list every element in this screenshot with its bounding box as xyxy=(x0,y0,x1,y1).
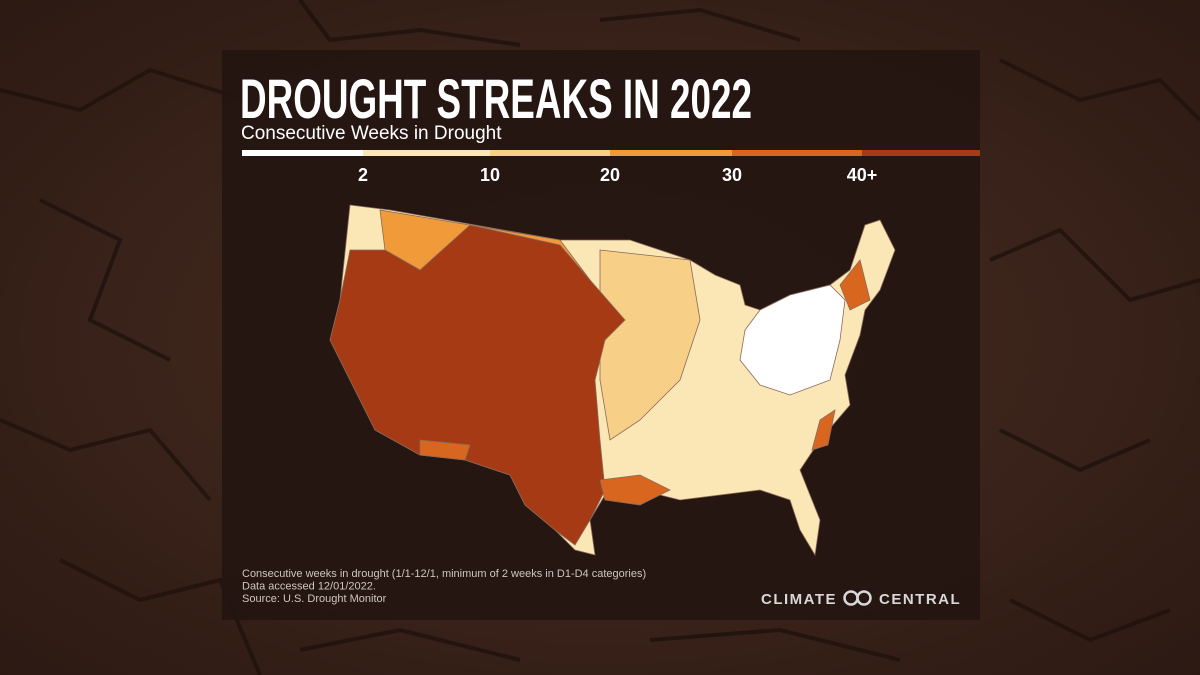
title: DROUGHT STREAKS IN 2022 xyxy=(240,67,752,130)
map-region xyxy=(599,249,701,441)
map-region xyxy=(419,259,871,506)
legend-label: 40+ xyxy=(847,165,878,185)
logo: CLIMATE CENTRAL xyxy=(761,590,961,608)
footnote: Data accessed 12/01/2022. xyxy=(242,581,376,593)
legend-swatch xyxy=(610,150,732,156)
footnote: Source: U.S. Drought Monitor xyxy=(242,593,387,605)
legend-swatch xyxy=(732,150,862,156)
logo-icon xyxy=(856,590,872,606)
map-region xyxy=(739,284,846,396)
us-map xyxy=(329,204,896,557)
legend: 2 10 20 30 40+ xyxy=(242,150,980,185)
legend-swatch xyxy=(490,150,610,156)
legend-swatch xyxy=(363,150,490,156)
footnote: Consecutive weeks in drought (1/1-12/1, … xyxy=(242,568,646,580)
map-region xyxy=(329,224,626,546)
legend-swatch xyxy=(242,150,363,156)
footnotes: Consecutive weeks in drought (1/1-12/1, … xyxy=(242,568,646,605)
logo-text: CENTRAL xyxy=(879,591,961,608)
legend-label: 2 xyxy=(358,165,368,185)
legend-swatch xyxy=(862,150,980,156)
subtitle: Consecutive Weeks in Drought xyxy=(241,123,502,144)
logo-text: CLIMATE xyxy=(761,591,837,608)
legend-label: 30 xyxy=(722,165,742,185)
legend-label: 20 xyxy=(600,165,620,185)
legend-label: 10 xyxy=(480,165,500,185)
